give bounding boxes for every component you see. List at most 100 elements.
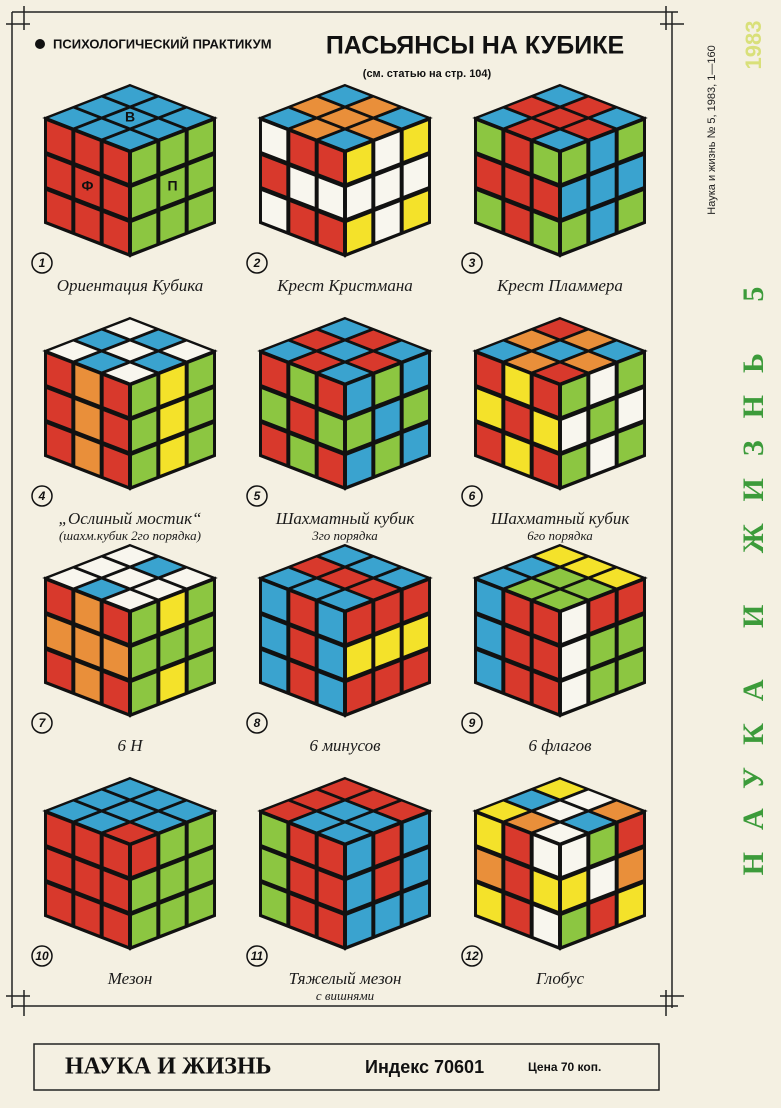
facelet — [290, 825, 315, 865]
facelet — [561, 906, 587, 946]
facelet — [77, 352, 127, 372]
facelet — [590, 662, 615, 702]
cube: 4 „Ослиный мостик“(шахм.кубик 2го порядка… — [31, 316, 218, 543]
facelet — [476, 814, 502, 854]
facelet — [535, 779, 585, 799]
facelet — [377, 108, 427, 128]
facelet — [348, 97, 398, 117]
facelet — [160, 825, 185, 865]
facelet — [618, 616, 644, 656]
facelet — [476, 849, 502, 889]
facelet — [478, 341, 528, 361]
facelet — [290, 167, 315, 207]
facelet — [476, 616, 502, 656]
facelet — [563, 330, 613, 350]
facelet — [320, 568, 370, 588]
facelet — [105, 86, 155, 106]
facelet — [160, 662, 185, 702]
facelet — [535, 363, 585, 383]
facelet — [590, 132, 615, 172]
facelet — [346, 446, 372, 486]
facelet — [290, 627, 315, 667]
facelet — [160, 435, 185, 475]
facelet — [261, 651, 287, 691]
facelet — [563, 812, 613, 832]
facelet — [320, 108, 370, 128]
facelet — [403, 581, 429, 621]
facelet — [292, 557, 342, 577]
facelet — [261, 191, 287, 231]
facelet — [563, 790, 613, 810]
facelet — [261, 616, 287, 656]
facelet — [403, 121, 429, 161]
facelet — [290, 860, 315, 900]
facelet — [320, 130, 370, 150]
frame — [6, 6, 684, 1016]
facelet — [346, 836, 372, 876]
facelet — [505, 627, 530, 667]
facelet — [320, 546, 370, 566]
facelet — [318, 638, 344, 678]
facelet — [160, 627, 185, 667]
facelet — [476, 651, 502, 691]
facelet — [592, 341, 642, 361]
facelet — [75, 400, 100, 440]
facelet — [46, 121, 72, 161]
number-circle — [31, 252, 53, 274]
facelet — [590, 167, 615, 207]
facelet — [320, 363, 370, 383]
facelet — [348, 330, 398, 350]
facelet — [46, 354, 72, 394]
number-circle — [461, 252, 483, 274]
facelet — [533, 906, 559, 946]
facelet — [348, 119, 398, 139]
facelet — [507, 97, 557, 117]
facelet — [535, 568, 585, 588]
facelet — [346, 376, 372, 416]
facelet — [476, 156, 502, 196]
facelet — [535, 341, 585, 361]
facelet — [133, 790, 183, 810]
facelet — [103, 638, 129, 678]
facelet — [403, 424, 429, 464]
facelet — [476, 191, 502, 231]
facelet — [48, 341, 98, 361]
facelet — [561, 836, 587, 876]
facelet — [160, 895, 185, 935]
facelet — [188, 156, 214, 196]
facelet — [375, 825, 400, 865]
facelet — [261, 121, 287, 161]
facelet — [263, 341, 313, 361]
facelet — [75, 627, 100, 667]
facelet — [505, 662, 530, 702]
facelet — [105, 823, 155, 843]
facelet — [46, 581, 72, 621]
facelet — [478, 568, 528, 588]
facelet — [533, 673, 559, 713]
cube: 8 6 минусов — [246, 543, 433, 755]
facelet — [290, 592, 315, 632]
facelet — [561, 178, 587, 218]
facelet — [505, 592, 530, 632]
facelet — [77, 579, 127, 599]
facelet — [348, 812, 398, 832]
facelet — [318, 376, 344, 416]
facelet — [160, 365, 185, 405]
cube-caption: 6 минусов — [309, 736, 381, 755]
facelet — [478, 108, 528, 128]
facelet — [590, 400, 615, 440]
cube-caption: Крест Пламмера — [496, 276, 623, 295]
facelet — [533, 376, 559, 416]
facelet — [533, 411, 559, 451]
cube-number: 2 — [253, 256, 261, 270]
facelet — [403, 814, 429, 854]
cube-number: 10 — [35, 949, 49, 963]
facelet — [77, 330, 127, 350]
cube-number: 12 — [465, 949, 479, 963]
cube-number: 6 — [469, 489, 476, 503]
facelet — [75, 435, 100, 475]
cube-caption-2: 6го порядка — [527, 528, 593, 543]
cube-caption-2: с вишнями — [316, 988, 375, 1003]
facelet — [290, 202, 315, 242]
number-circle — [246, 252, 268, 274]
